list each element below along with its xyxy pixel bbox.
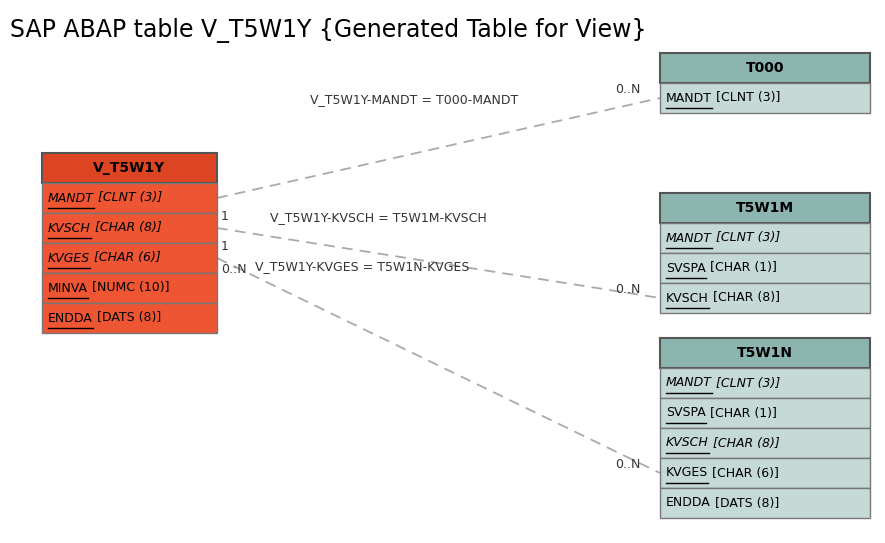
Text: 0..N: 0..N xyxy=(615,83,641,96)
FancyBboxPatch shape xyxy=(42,153,217,183)
Text: [DATS (8)]: [DATS (8)] xyxy=(93,312,161,325)
Text: [NUMC (10)]: [NUMC (10)] xyxy=(88,281,170,294)
Text: SVSPA: SVSPA xyxy=(666,407,705,420)
Text: V_T5W1Y: V_T5W1Y xyxy=(94,161,165,175)
Text: T5W1N: T5W1N xyxy=(737,346,793,360)
Text: 1: 1 xyxy=(221,240,229,253)
Text: [CHAR (1)]: [CHAR (1)] xyxy=(705,407,777,420)
Text: KVSCH: KVSCH xyxy=(666,437,709,450)
FancyBboxPatch shape xyxy=(660,428,870,458)
Text: MANDT: MANDT xyxy=(666,231,712,244)
Text: [CHAR (6)]: [CHAR (6)] xyxy=(708,466,779,479)
Text: MANDT: MANDT xyxy=(666,92,712,104)
FancyBboxPatch shape xyxy=(42,303,217,333)
Text: 0..N: 0..N xyxy=(615,283,641,296)
FancyBboxPatch shape xyxy=(660,368,870,398)
Text: KVGES: KVGES xyxy=(666,466,708,479)
Text: 1: 1 xyxy=(221,210,229,223)
FancyBboxPatch shape xyxy=(660,53,870,83)
Text: T5W1M: T5W1M xyxy=(736,201,794,215)
Text: [CHAR (8)]: [CHAR (8)] xyxy=(709,292,780,305)
Text: 0..N: 0..N xyxy=(615,458,641,471)
Text: [CHAR (1)]: [CHAR (1)] xyxy=(705,262,777,275)
FancyBboxPatch shape xyxy=(660,283,870,313)
Text: SAP ABAP table V_T5W1Y {Generated Table for View}: SAP ABAP table V_T5W1Y {Generated Table … xyxy=(10,18,647,43)
FancyBboxPatch shape xyxy=(42,273,217,303)
FancyBboxPatch shape xyxy=(42,183,217,213)
Text: [DATS (8)]: [DATS (8)] xyxy=(711,496,779,509)
Text: KVGES: KVGES xyxy=(48,251,90,264)
Text: ENDDA: ENDDA xyxy=(48,312,93,325)
Text: [CHAR (8)]: [CHAR (8)] xyxy=(91,222,161,235)
Text: V_T5W1Y-KVSCH = T5W1M-KVSCH: V_T5W1Y-KVSCH = T5W1M-KVSCH xyxy=(270,211,487,224)
Text: V_T5W1Y-MANDT = T000-MANDT: V_T5W1Y-MANDT = T000-MANDT xyxy=(310,93,519,106)
Text: SVSPA: SVSPA xyxy=(666,262,705,275)
FancyBboxPatch shape xyxy=(660,223,870,253)
FancyBboxPatch shape xyxy=(660,398,870,428)
Text: [CHAR (6)]: [CHAR (6)] xyxy=(90,251,161,264)
Text: [CLNT (3)]: [CLNT (3)] xyxy=(94,192,162,205)
Text: [CLNT (3)]: [CLNT (3)] xyxy=(712,231,780,244)
FancyBboxPatch shape xyxy=(660,458,870,488)
FancyBboxPatch shape xyxy=(660,253,870,283)
Text: [CHAR (8)]: [CHAR (8)] xyxy=(709,437,780,450)
Text: KVSCH: KVSCH xyxy=(48,222,91,235)
FancyBboxPatch shape xyxy=(42,243,217,273)
Text: T000: T000 xyxy=(746,61,784,75)
FancyBboxPatch shape xyxy=(660,83,870,113)
FancyBboxPatch shape xyxy=(660,488,870,518)
FancyBboxPatch shape xyxy=(42,213,217,243)
Text: MANDT: MANDT xyxy=(48,192,94,205)
Text: [CLNT (3)]: [CLNT (3)] xyxy=(712,376,780,389)
FancyBboxPatch shape xyxy=(660,193,870,223)
Text: MANDT: MANDT xyxy=(666,376,712,389)
Text: V_T5W1Y-KVGES = T5W1N-KVGES: V_T5W1Y-KVGES = T5W1N-KVGES xyxy=(255,260,469,273)
Text: ENDDA: ENDDA xyxy=(666,496,711,509)
Text: [CLNT (3)]: [CLNT (3)] xyxy=(712,92,781,104)
FancyBboxPatch shape xyxy=(660,338,870,368)
Text: 0.:N: 0.:N xyxy=(221,263,247,276)
Text: MINVA: MINVA xyxy=(48,281,88,294)
Text: KVSCH: KVSCH xyxy=(666,292,709,305)
